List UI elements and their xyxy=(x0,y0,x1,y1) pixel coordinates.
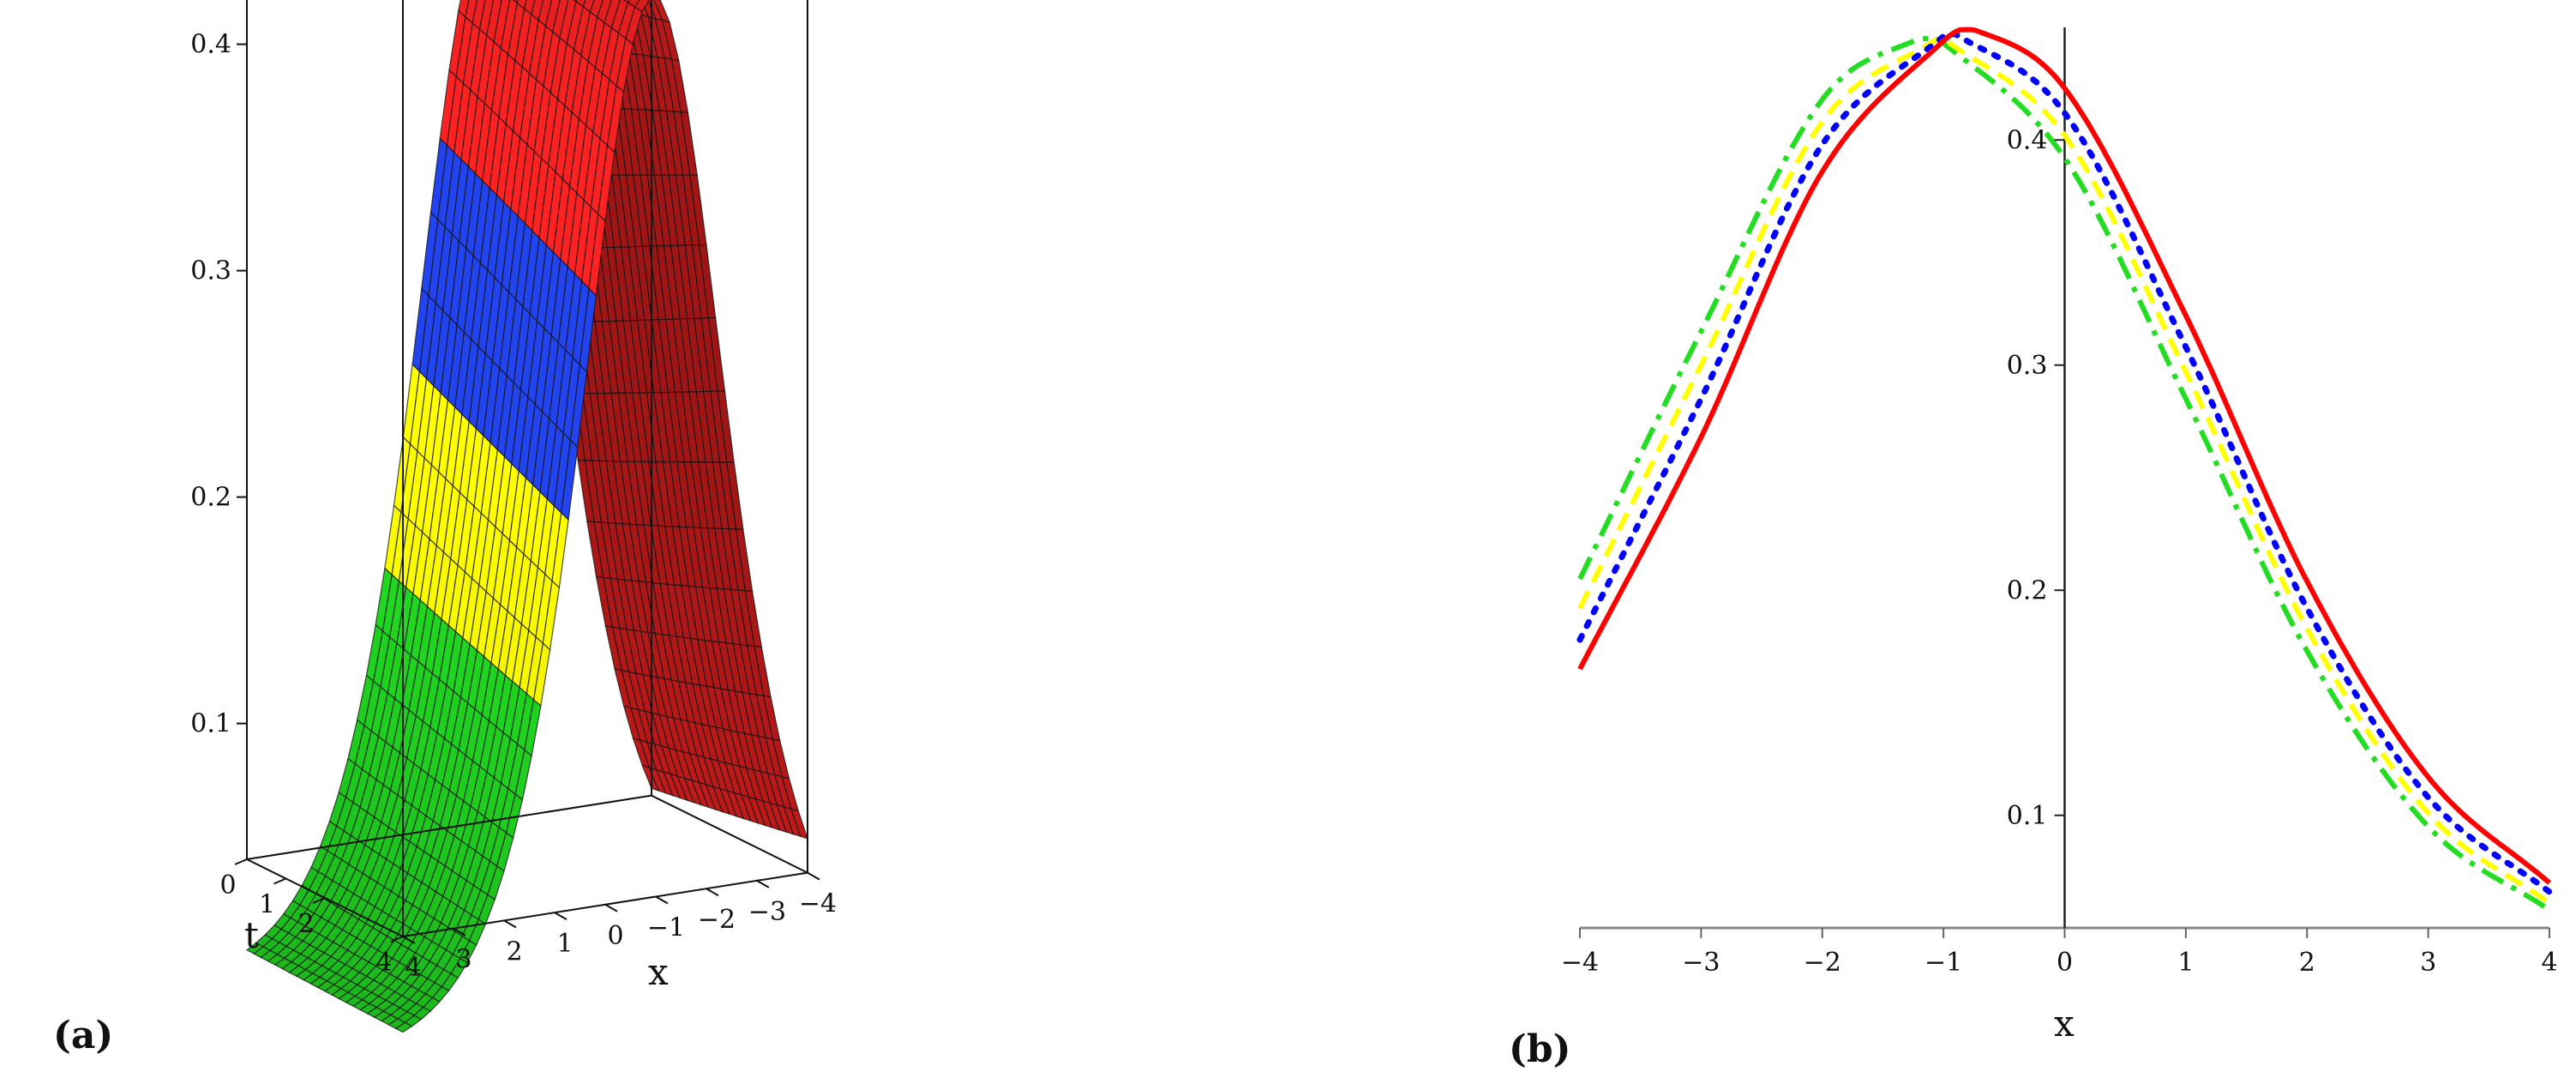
x-tick-mark-a xyxy=(655,895,669,905)
t-tick-mark-a xyxy=(390,936,404,942)
x-tick-label-a: 4 xyxy=(405,953,421,983)
axis-ticks-b: −4 −3 −2 −1 0 1 2 3 4 0.1 0.2 0.3 0.4 xyxy=(1561,125,2558,978)
panel-label-a: (a) xyxy=(53,1014,113,1057)
t-tick-mark-a xyxy=(273,877,286,885)
z-tick-label-a: 0.4 xyxy=(190,30,231,60)
x-tick-label-a: −4 xyxy=(799,889,837,919)
t-axis-label-a: t xyxy=(244,914,259,956)
surface-patch xyxy=(589,0,603,18)
series-line-dotted xyxy=(1576,31,2553,895)
x-tick-label-a: 0 xyxy=(607,921,623,951)
surface-patch xyxy=(597,0,612,24)
surface-patch xyxy=(582,0,595,13)
surface-patch xyxy=(627,0,640,8)
y-tick-label-b: 0.3 xyxy=(2007,351,2048,381)
surface-patch xyxy=(537,0,553,27)
x-tick-label-a: 3 xyxy=(455,945,471,975)
x-tick-label-b: 1 xyxy=(2177,948,2194,978)
box-edge xyxy=(651,794,808,874)
surface-patch xyxy=(552,0,569,39)
box-edge xyxy=(246,794,652,860)
surface-patch xyxy=(575,0,586,8)
x-tick-label-a: 1 xyxy=(556,929,573,959)
panel-b-line-chart: −4 −3 −2 −1 0 1 2 3 4 0.1 0.2 0.3 0.4 x xyxy=(1561,27,2558,1045)
x-tick-label-b: −4 xyxy=(1561,948,1599,978)
series-group xyxy=(1576,27,2553,912)
y-tick-label-b: 0.4 xyxy=(2007,125,2048,155)
surface-mesh xyxy=(245,0,808,1033)
surface-patch xyxy=(486,0,502,43)
z-tick-label-a: 0.3 xyxy=(190,256,231,286)
surface-patch xyxy=(531,0,544,21)
x-tick-mark-a xyxy=(503,919,517,929)
series-line-solid xyxy=(1577,27,2551,885)
surface-patch xyxy=(603,0,621,29)
surface-patch xyxy=(633,0,650,13)
x-tick-label-b: −3 xyxy=(1682,948,1720,978)
surface-patch xyxy=(493,0,511,50)
t-tick-label-a: 0 xyxy=(219,870,236,900)
x-tick-mark-a xyxy=(402,936,416,944)
t-tick-label-a: 4 xyxy=(375,948,392,978)
x-tick-label-a: −3 xyxy=(748,897,786,927)
x-tick-label-b: 2 xyxy=(2299,948,2315,978)
panel-label-b: (b) xyxy=(1509,1027,1570,1071)
y-tick-label-b: 0.1 xyxy=(2007,801,2048,831)
x-tick-label-a: −2 xyxy=(698,905,736,935)
t-tick-mark-a xyxy=(312,897,326,904)
surface-patch xyxy=(478,0,495,37)
y-tick-label-b: 0.2 xyxy=(2007,575,2048,605)
x-axis-label-a: x xyxy=(648,951,669,993)
surface-patch xyxy=(471,0,486,31)
surface-patch xyxy=(512,0,519,4)
t-tick-mark-a xyxy=(234,858,248,865)
x-tick-label-b: 0 xyxy=(2057,948,2073,978)
t-tick-label-a: 2 xyxy=(297,909,314,939)
z-tick-label-a: 0.1 xyxy=(190,709,231,739)
x-tick-label-a: −1 xyxy=(647,913,685,943)
surface-patch xyxy=(465,0,478,25)
z-tick-label-a: 0.2 xyxy=(190,483,231,513)
x-tick-mark-a xyxy=(756,880,770,888)
x-tick-mark-a xyxy=(807,871,820,881)
t-tick-label-a: 1 xyxy=(259,890,275,920)
x-tick-label-b: −1 xyxy=(1924,948,1962,978)
x-tick-label-a: 2 xyxy=(506,936,522,967)
x-tick-label-b: −2 xyxy=(1804,948,1841,978)
x-tick-mark-a xyxy=(604,903,618,912)
x-tick-mark-a xyxy=(554,912,567,920)
series-line-dashed xyxy=(1577,36,2551,906)
x-tick-mark-a xyxy=(706,888,719,897)
x-axis-label-b: x xyxy=(2054,1003,2075,1045)
x-tick-label-b: 3 xyxy=(2420,948,2436,978)
series-line-dashdot xyxy=(1577,36,2551,912)
surface-patch xyxy=(516,0,527,10)
x-tick-mark-a xyxy=(453,927,466,936)
x-tick-label-b: 4 xyxy=(2541,948,2557,978)
surface-patch xyxy=(544,0,561,33)
